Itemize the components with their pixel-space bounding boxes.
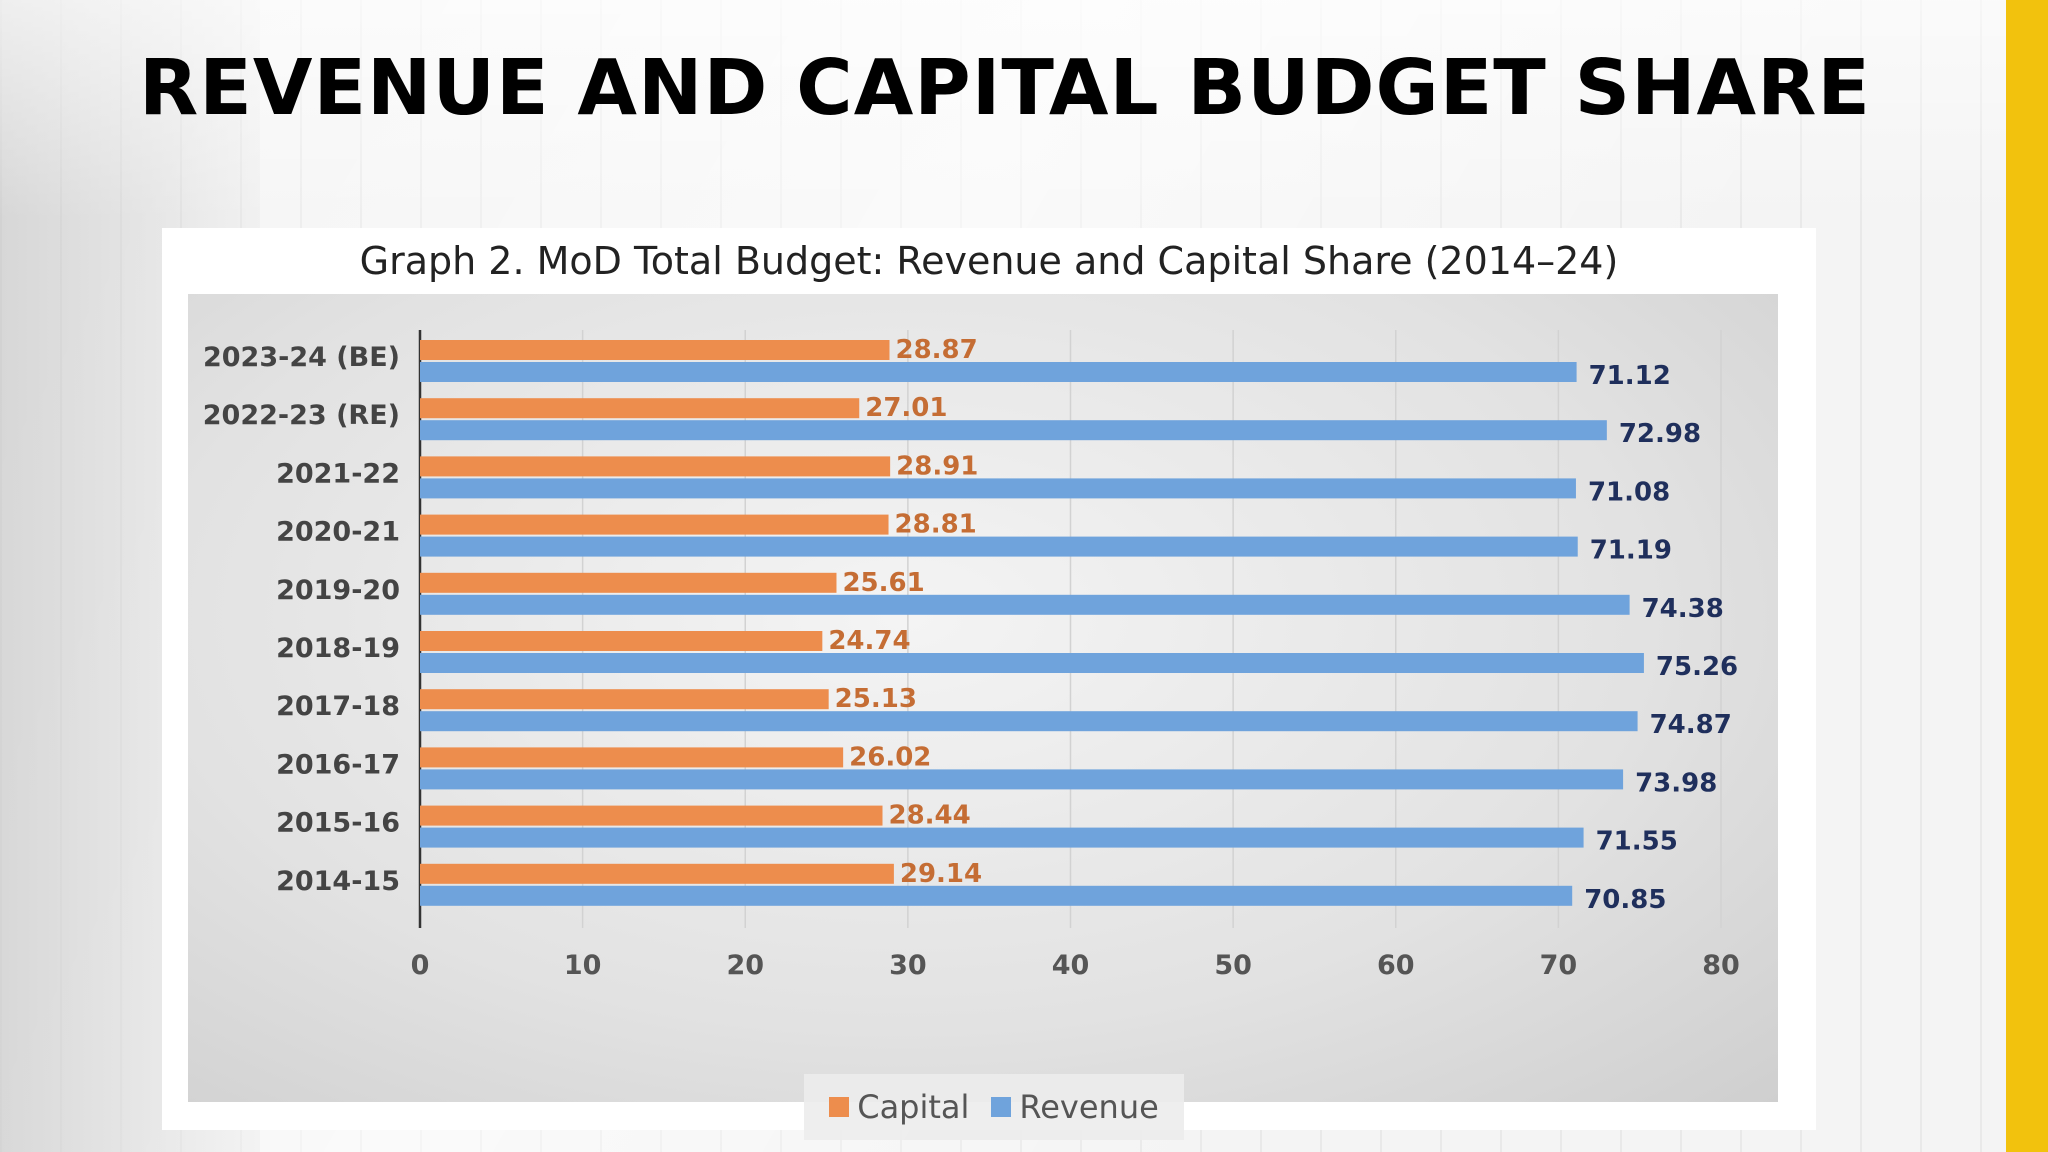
bar-capital [420,805,883,826]
data-label-capital: 24.74 [828,626,910,656]
background-shade-top [0,0,2048,220]
bar-revenue [420,769,1624,790]
legend-item-capital: Capital [829,1088,969,1126]
x-tick-label: 20 [726,950,764,981]
data-label-capital: 28.44 [889,801,971,831]
category-label: 2022-23 (RE) [203,400,400,431]
page-title: REVENUE AND CAPITAL BUDGET SHARE [138,44,1872,133]
bar-chart: 0 10 20 30 40 50 60 70 80 2023-24 (BE) 28.87 71.12 2… [203,330,1740,981]
category-label: 2017-18 [276,691,400,722]
bar-capital [420,631,823,651]
data-label-capital: 25.61 [842,568,924,598]
category-label: 2018-19 [276,633,400,664]
bar-capital [420,572,837,593]
accent-bar [2006,0,2048,1152]
bar-capital [420,340,890,360]
bar-capital [420,398,860,419]
x-tick-label: 60 [1377,950,1415,981]
category-label: 2014-15 [276,866,400,897]
bar-capital [420,689,829,710]
bar-revenue [420,478,1576,499]
data-label-capital: 28.91 [896,451,978,481]
bar-revenue [420,827,1584,848]
data-label-revenue: 71.08 [1588,477,1670,507]
bar-revenue [420,362,1577,382]
category-label: 2019-20 [276,575,400,606]
x-tick-label: 0 [411,950,430,981]
bar-revenue [420,885,1573,906]
x-tick-label: 40 [1052,950,1090,981]
bar-revenue [420,420,1607,441]
x-tick-label: 70 [1540,950,1578,981]
data-label-revenue: 73.98 [1635,768,1717,798]
category-label: 2023-24 (BE) [203,342,400,373]
legend-swatch-revenue [991,1097,1012,1117]
bar-capital [420,456,891,477]
data-label-revenue: 71.12 [1589,361,1671,391]
legend-swatch-capital [829,1097,850,1117]
bar-revenue [420,653,1644,673]
data-label-revenue: 71.55 [1596,827,1678,857]
chart-legend: Capital Revenue [804,1074,1184,1140]
data-label-capital: 26.02 [849,742,931,772]
x-tick-label: 10 [564,950,602,981]
data-label-revenue: 74.38 [1642,594,1724,624]
bar-capital [420,747,844,768]
chart-title: Graph 2. MoD Total Budget: Revenue and C… [359,239,1619,283]
category-label: 2015-16 [276,808,400,839]
legend-item-revenue: Revenue [991,1088,1159,1126]
category-label: 2020-21 [276,517,400,548]
data-label-capital: 27.01 [865,393,947,423]
data-label-capital: 28.87 [895,335,977,365]
plot-area: 0 10 20 30 40 50 60 70 80 2023-24 (BE) 28.87 71.12 2… [188,294,1778,1140]
x-tick-label: 30 [889,950,927,981]
bar-revenue [420,711,1638,732]
chart-card: Graph 2. MoD Total Budget: Revenue and C… [162,228,1816,1140]
category-label: 2016-17 [276,749,400,780]
legend-label-capital: Capital [857,1088,970,1126]
data-label-capital: 29.14 [900,859,982,889]
x-tick-label: 50 [1214,950,1252,981]
bar-revenue [420,594,1630,615]
data-label-revenue: 72.98 [1619,419,1701,449]
bar-revenue [420,536,1578,557]
bar-capital [420,863,894,884]
data-label-revenue: 70.85 [1584,885,1666,915]
data-label-revenue: 71.19 [1590,536,1672,566]
data-label-capital: 28.81 [895,510,977,540]
data-label-revenue: 74.87 [1650,710,1732,740]
legend-label-revenue: Revenue [1019,1088,1159,1126]
data-label-revenue: 75.26 [1656,652,1738,682]
bar-capital [420,514,889,535]
x-tick-label: 80 [1702,950,1740,981]
data-label-capital: 25.13 [835,684,917,714]
category-label: 2021-22 [276,458,400,489]
